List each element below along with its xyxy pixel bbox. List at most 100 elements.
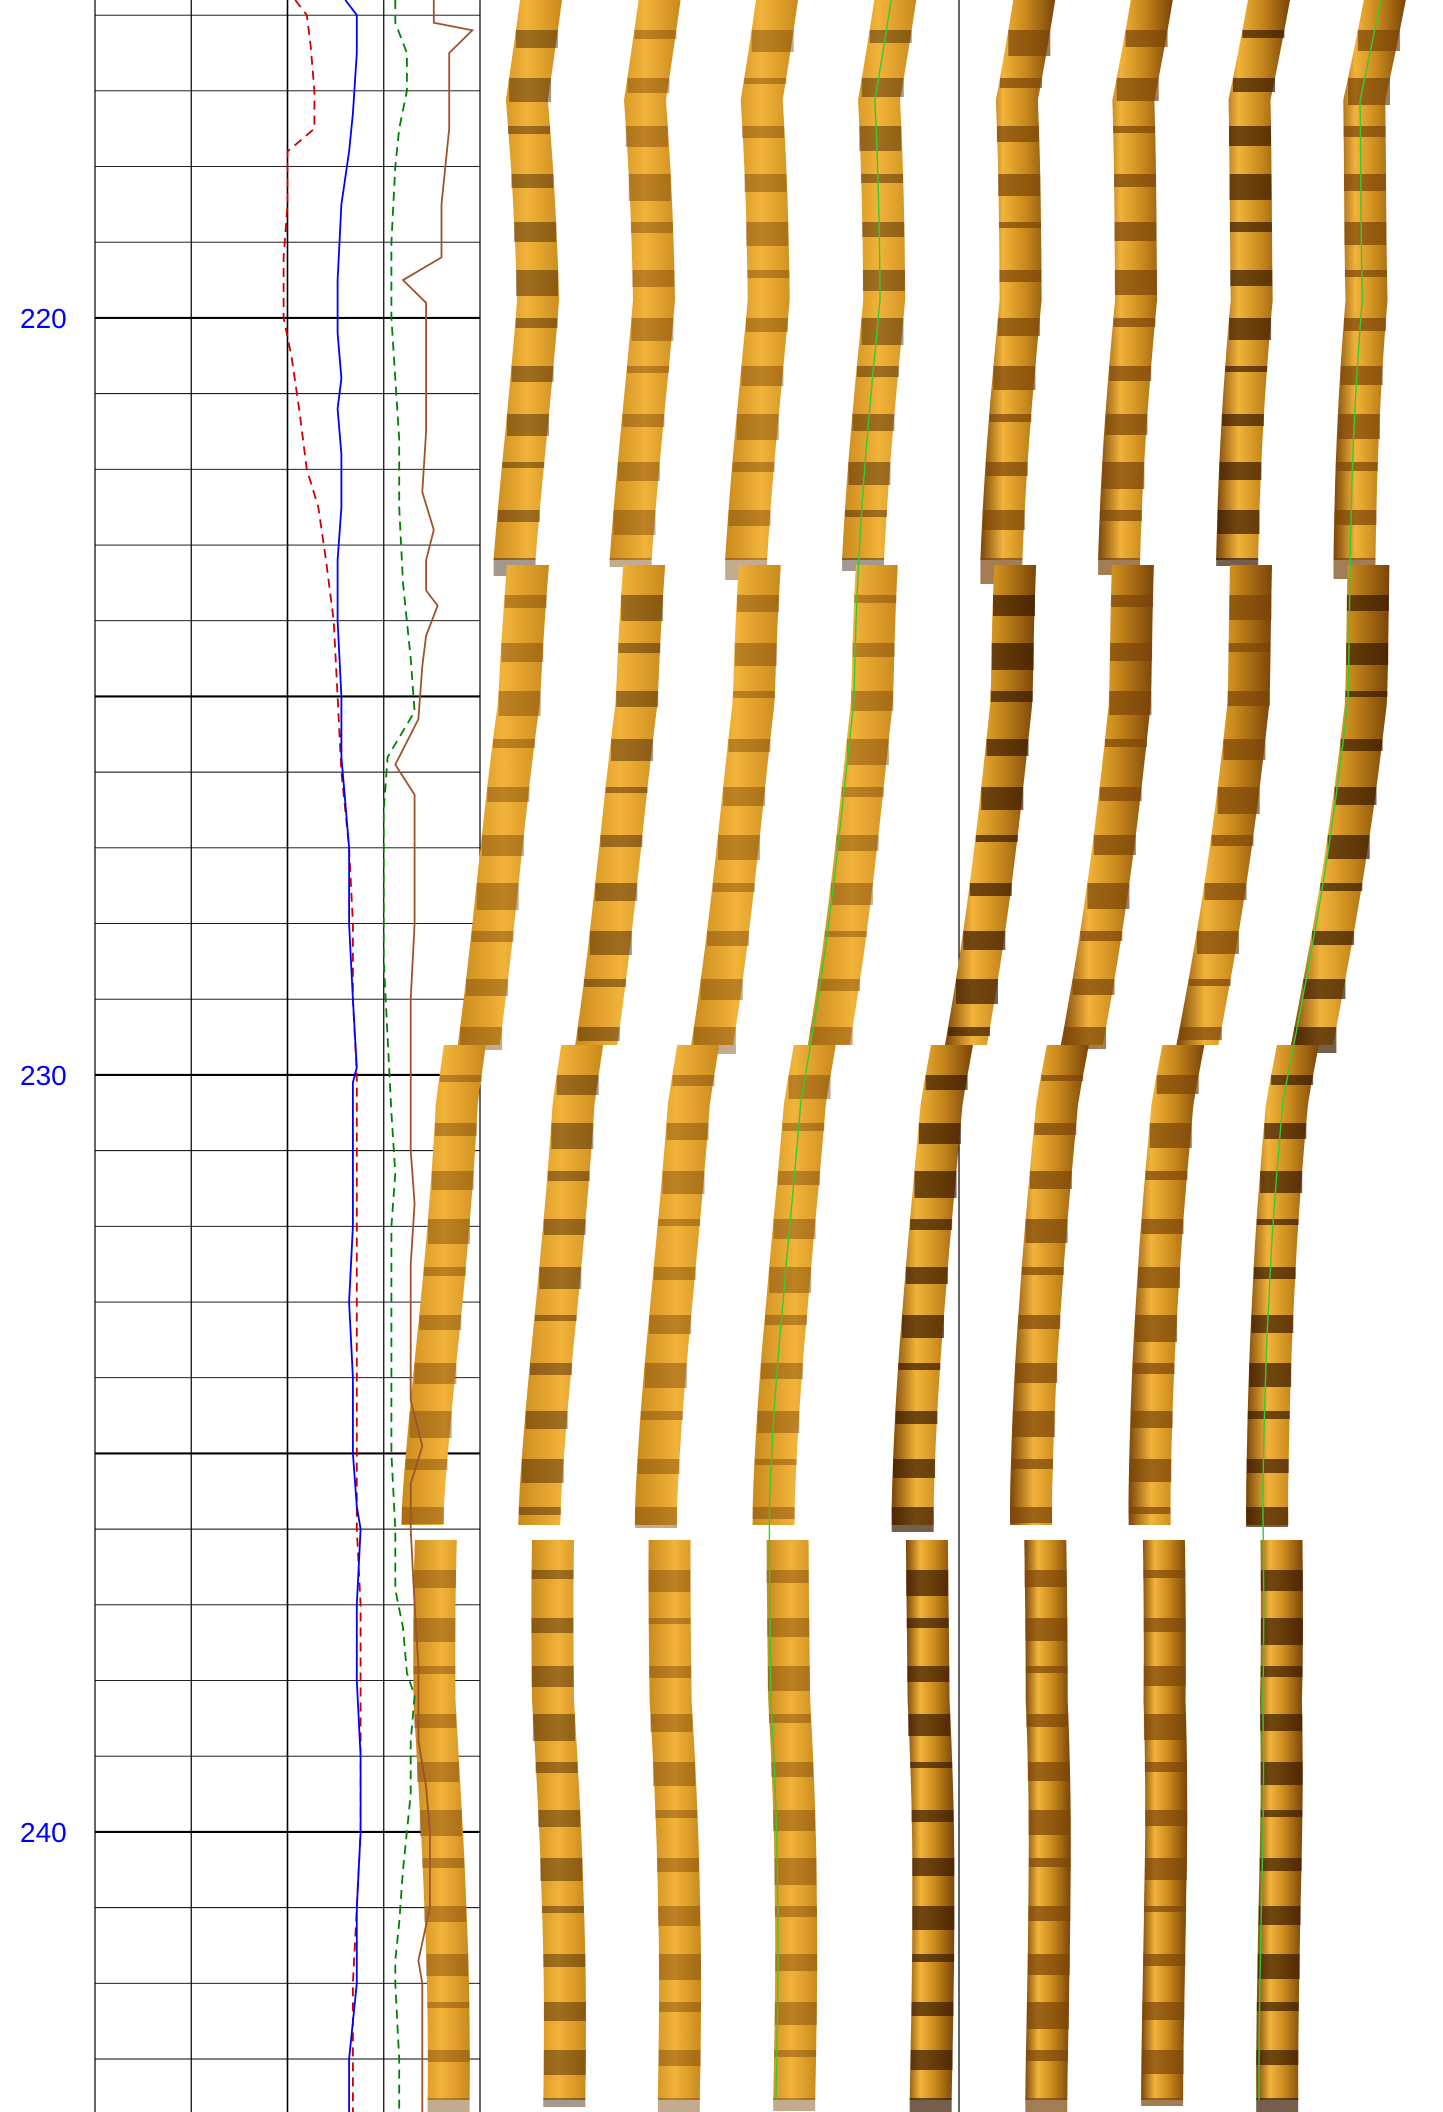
image-band <box>911 2002 954 2016</box>
image-strip-segment <box>648 1540 702 2100</box>
image-band <box>621 595 664 621</box>
image-band <box>752 1507 795 1519</box>
image-band <box>1229 174 1272 200</box>
image-band <box>518 1507 561 1515</box>
image-band <box>509 78 552 102</box>
image-band <box>1260 1714 1303 1731</box>
image-band <box>744 174 787 192</box>
image-band <box>1064 1027 1107 1049</box>
image-band <box>773 2098 816 2111</box>
image-band <box>514 222 557 242</box>
image-band <box>431 1171 474 1190</box>
image-strip-segment <box>401 1045 486 1525</box>
image-band <box>700 979 743 1000</box>
image-band <box>848 462 891 485</box>
image-band <box>1025 1666 1068 1673</box>
image-band <box>1132 1363 1175 1374</box>
image-band <box>744 78 787 84</box>
image-band <box>531 1570 574 1579</box>
image-band <box>1144 1906 1187 1912</box>
image-band <box>910 1762 953 1768</box>
image-band <box>1015 1363 1058 1383</box>
image-band <box>543 1954 586 1967</box>
image-band <box>862 222 905 237</box>
image-band <box>628 174 671 201</box>
image-band <box>1114 270 1157 295</box>
image-band <box>906 1618 949 1628</box>
image-band <box>1024 1570 1067 1587</box>
image-band <box>1138 1267 1180 1288</box>
image-band <box>659 2002 701 2012</box>
image-band <box>427 2050 470 2062</box>
image-band <box>912 1906 955 1930</box>
image-band <box>773 1219 816 1239</box>
image-band <box>989 414 1032 422</box>
image-band <box>718 835 760 860</box>
image-band <box>1011 1459 1054 1469</box>
image-band <box>774 2002 817 2025</box>
image-band <box>895 1411 938 1424</box>
image-band <box>728 739 771 752</box>
image-band <box>511 366 554 382</box>
image-band <box>635 1507 678 1528</box>
image-band <box>1000 78 1042 88</box>
image-band <box>732 462 775 472</box>
image-band <box>672 1075 715 1086</box>
image-band <box>640 1411 683 1420</box>
image-band <box>1113 126 1156 133</box>
image-band <box>1113 318 1156 327</box>
image-band <box>788 1075 831 1099</box>
image-band <box>521 1459 564 1483</box>
image-band <box>617 462 660 481</box>
image-band <box>595 883 638 901</box>
image-band <box>911 1810 954 1822</box>
image-band <box>1327 835 1370 859</box>
image-band <box>630 222 673 233</box>
image-strip-segment <box>634 1045 720 1525</box>
image-band <box>531 1618 574 1633</box>
image-band <box>1114 222 1157 241</box>
image-band <box>1099 787 1142 801</box>
image-band <box>1346 595 1389 611</box>
image-band <box>905 1267 948 1284</box>
image-band <box>439 1075 482 1082</box>
image-band <box>975 835 1018 842</box>
image-band <box>861 174 904 183</box>
image-strip-7 <box>1128 0 1290 2106</box>
image-strip-segment <box>609 0 681 560</box>
image-band <box>627 366 669 373</box>
image-band <box>1344 222 1387 245</box>
image-band <box>818 979 861 991</box>
image-band <box>956 979 998 1004</box>
image-band <box>1026 1714 1069 1727</box>
image-band <box>898 1363 941 1370</box>
image-band <box>543 2002 586 2021</box>
image-band <box>1335 462 1378 471</box>
log-curve-4 <box>394 0 475 2112</box>
strip-trace-line <box>1258 0 1382 2101</box>
image-band <box>1346 643 1389 665</box>
image-strip-segment <box>493 0 562 560</box>
image-strip-segment <box>1060 565 1154 1045</box>
image-band <box>1128 1507 1171 1514</box>
image-band <box>767 1618 810 1637</box>
image-strip-1 <box>401 0 562 2112</box>
image-strip-segment <box>891 1045 973 1525</box>
image-strip-segment <box>531 1540 586 2100</box>
image-strip-segment <box>518 1045 604 1525</box>
image-band <box>1246 1507 1289 1527</box>
image-strip-segment <box>725 0 798 560</box>
image-band <box>1257 1954 1300 1979</box>
image-band <box>1246 1459 1289 1473</box>
image-band <box>605 787 648 793</box>
image-band <box>1034 1123 1077 1135</box>
image-band <box>600 835 643 847</box>
image-band <box>577 1027 620 1041</box>
image-band <box>1028 1810 1071 1835</box>
log-curve-1 <box>282 0 362 2112</box>
image-band <box>508 126 550 134</box>
image-band <box>1260 1810 1303 1817</box>
image-band <box>1260 1666 1303 1677</box>
image-band <box>476 883 519 910</box>
image-band <box>1256 1219 1299 1225</box>
